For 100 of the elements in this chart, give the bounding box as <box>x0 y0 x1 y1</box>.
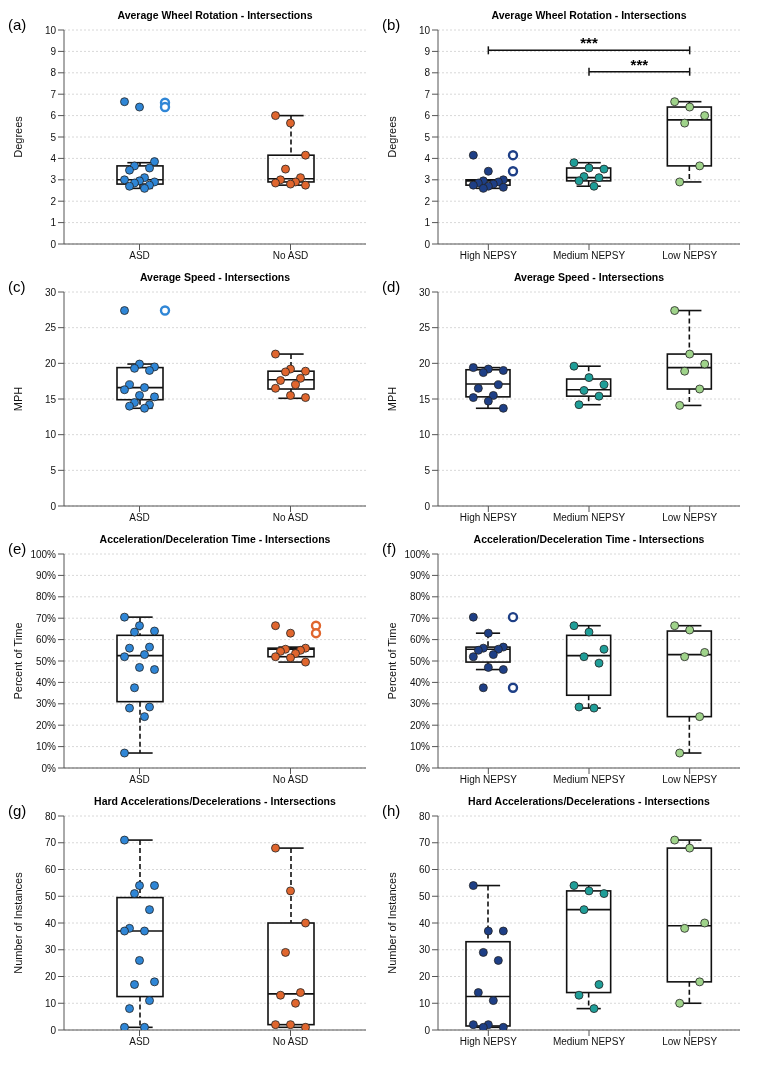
y-tick-label: 30 <box>418 286 431 298</box>
chart-title: Average Speed - Intersections <box>138 270 292 284</box>
y-tick-label: 50% <box>409 655 431 667</box>
x-tick-label: Medium NEPSY <box>552 774 626 786</box>
chart-title: Hard Accelerations/Decelerations - Intersections <box>93 794 337 808</box>
chart-title: Acceleration/Deceleration Time - Intersections <box>98 532 332 546</box>
y-tick-label: 5 <box>424 464 431 476</box>
y-tick-label: 10 <box>44 429 57 441</box>
y-tick-label: 1 <box>424 217 431 229</box>
y-tick-label: 7 <box>424 88 431 100</box>
y-tick-label: 60% <box>409 634 431 646</box>
y-tick-label: 6 <box>424 110 431 122</box>
y-tick-label: 9 <box>50 45 57 57</box>
x-tick-label: Low NEPSY <box>662 250 718 262</box>
text: (h) <box>382 802 401 819</box>
y-tick-label: 20% <box>409 719 431 731</box>
y-tick-label: 70% <box>409 612 431 624</box>
y-axis-title: MPH <box>11 386 24 412</box>
y-axis-title: Degrees <box>11 115 24 158</box>
y-axis-title: Degrees <box>385 115 398 158</box>
y-tick-label: 8 <box>424 67 431 79</box>
y-tick-label: 100% <box>30 548 57 560</box>
y-tick-label: 80% <box>409 591 431 603</box>
y-tick-label: 0% <box>41 762 57 774</box>
y-axis-title: Number of Instances <box>11 871 24 974</box>
y-axis-title: Percent of Time <box>385 622 398 700</box>
y-tick-label: 15 <box>44 393 57 405</box>
chart-title: Average Wheel Rotation - Intersections <box>490 8 688 22</box>
annotation: *** <box>580 34 598 52</box>
y-tick-label: 0 <box>424 500 431 512</box>
y-tick-label: 30 <box>44 944 57 956</box>
y-tick-label: 30 <box>418 944 431 956</box>
y-tick-label: 100% <box>404 548 431 560</box>
y-tick-label: 50 <box>418 890 431 902</box>
y-tick-label: 30 <box>44 286 57 298</box>
x-tick-label: High NEPSY <box>459 250 518 262</box>
y-tick-label: 2 <box>50 195 57 207</box>
y-tick-label: 0 <box>50 238 57 250</box>
chart-title: Average Wheel Rotation - Intersections <box>116 8 314 22</box>
y-tick-label: 15 <box>418 393 431 405</box>
y-tick-label: 10 <box>44 24 57 36</box>
y-tick-label: 80 <box>44 810 57 822</box>
y-tick-label: 3 <box>424 174 431 186</box>
text: (b) <box>382 16 401 33</box>
y-tick-label: 50 <box>44 890 57 902</box>
y-axis-title: Number of Instances <box>385 871 398 974</box>
chart-title: Acceleration/Deceleration Time - Intersections <box>472 532 706 546</box>
x-tick-label: ASD <box>129 1036 150 1048</box>
x-tick-label: High NEPSY <box>459 512 518 524</box>
y-tick-label: 10 <box>418 429 431 441</box>
x-tick-label: No ASD <box>272 1036 309 1048</box>
y-tick-label: 80 <box>418 810 431 822</box>
y-tick-label: 20 <box>418 971 431 983</box>
y-tick-label: 90% <box>35 569 57 581</box>
y-tick-label: 2 <box>424 195 431 207</box>
y-tick-label: 50% <box>35 655 57 667</box>
y-tick-label: 40 <box>418 917 431 929</box>
y-tick-label: 70% <box>35 612 57 624</box>
x-tick-label: Low NEPSY <box>662 512 718 524</box>
y-tick-label: 30% <box>35 698 57 710</box>
y-tick-label: 10 <box>44 997 57 1009</box>
text: (e) <box>8 540 27 557</box>
y-tick-label: 60 <box>44 864 57 876</box>
chart-title: Average Speed - Intersections <box>512 270 666 284</box>
y-tick-label: 4 <box>424 152 431 164</box>
x-tick-label: High NEPSY <box>459 1036 518 1048</box>
text: (f) <box>382 540 397 557</box>
x-tick-label: No ASD <box>272 250 309 262</box>
x-tick-label: Low NEPSY <box>662 774 718 786</box>
y-tick-label: 80% <box>35 591 57 603</box>
x-tick-label: High NEPSY <box>459 774 518 786</box>
y-tick-label: 0 <box>424 1024 431 1036</box>
y-tick-label: 0 <box>424 238 431 250</box>
y-tick-label: 9 <box>424 45 431 57</box>
x-tick-label: Medium NEPSY <box>552 250 626 262</box>
x-tick-label: Low NEPSY <box>662 1036 718 1048</box>
y-tick-label: 20 <box>44 971 57 983</box>
y-tick-label: 6 <box>50 110 57 122</box>
x-tick-label: Medium NEPSY <box>552 1036 626 1048</box>
y-tick-label: 10 <box>418 997 431 1009</box>
y-tick-label: 20 <box>418 357 431 369</box>
chart-title: Hard Accelerations/Decelerations - Intersections <box>467 794 711 808</box>
annotation: *** <box>630 55 649 73</box>
y-tick-label: 1 <box>50 217 57 229</box>
y-tick-label: 8 <box>50 67 57 79</box>
x-tick-label: No ASD <box>272 774 309 786</box>
x-tick-label: No ASD <box>272 512 309 524</box>
y-tick-label: 3 <box>50 174 57 186</box>
y-tick-label: 90% <box>409 569 431 581</box>
x-tick-label: ASD <box>129 774 150 786</box>
y-tick-label: 4 <box>50 152 57 164</box>
text: (d) <box>382 278 401 295</box>
y-tick-label: 5 <box>50 131 57 143</box>
y-tick-label: 25 <box>418 322 431 334</box>
y-tick-label: 0 <box>50 500 57 512</box>
y-tick-label: 10% <box>409 741 431 753</box>
y-tick-label: 60% <box>35 634 57 646</box>
text: (c) <box>8 278 26 295</box>
y-tick-label: 7 <box>50 88 57 100</box>
x-tick-label: Medium NEPSY <box>552 512 626 524</box>
